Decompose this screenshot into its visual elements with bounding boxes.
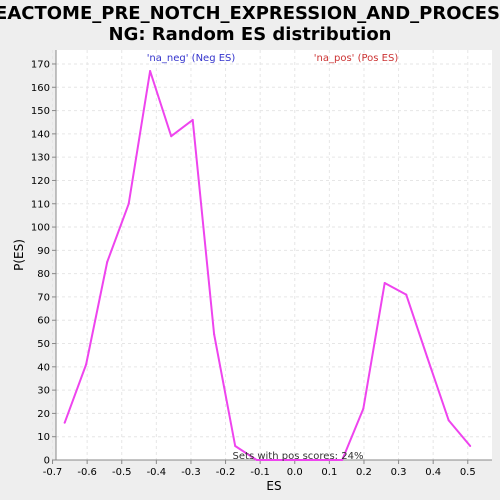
data-point: [362, 407, 365, 410]
x-tick-label: -0.3: [181, 467, 201, 478]
y-tick-label: 40: [37, 362, 50, 373]
x-tick-label: -0.5: [112, 467, 132, 478]
chart-title-line-1: REACTOME_PRE_NOTCH_EXPRESSION_AND_PROCES…: [0, 3, 500, 24]
data-point: [255, 459, 258, 461]
x-tick-label: 0.1: [321, 467, 337, 478]
data-point: [191, 118, 194, 121]
legend-pos-es: 'na_pos' (Pos ES): [314, 53, 399, 64]
grid-layer: [52, 50, 492, 461]
y-tick-label: 170: [31, 59, 50, 70]
y-tick-label: 100: [31, 223, 50, 234]
y-tick-label: 0: [44, 456, 50, 467]
tick-layer: -0.7 -0.6 -0.5 -0.4 -0.3 -0.2 -0.1 0.0 0.1 0.2 0.3…: [31, 59, 476, 478]
y-tick-label: 20: [37, 409, 50, 420]
y-axis-label: P(ES): [12, 239, 26, 271]
y-tick-label: 70: [37, 292, 50, 303]
x-tick-label: 0.3: [391, 467, 407, 478]
data-point: [426, 356, 429, 359]
x-tick-label: -0.1: [250, 467, 270, 478]
y-tick-label: 120: [31, 176, 50, 187]
data-point: [405, 293, 408, 296]
legend-neg-es: 'na_neg' (Neg ES): [147, 53, 236, 64]
x-tick-label: -0.2: [216, 467, 236, 478]
data-point: [106, 260, 109, 263]
pos-scores-annotation: Sets with pos scores: 24%: [233, 451, 364, 462]
plot-area: [56, 50, 492, 460]
y-tick-label: 10: [37, 432, 50, 443]
y-tick-label: 60: [37, 316, 50, 327]
x-axis-label: ES: [266, 479, 281, 493]
y-tick-label: 80: [37, 269, 50, 280]
data-point: [63, 421, 66, 424]
data-point: [234, 445, 237, 448]
y-tick-label: 90: [37, 246, 50, 257]
x-tick-label: 0.5: [460, 467, 476, 478]
data-point: [149, 69, 152, 72]
y-tick-label: 140: [31, 129, 50, 140]
y-tick-label: 150: [31, 106, 50, 117]
x-tick-label: 0.0: [287, 467, 303, 478]
data-point: [85, 363, 88, 366]
x-tick-label: -0.6: [77, 467, 97, 478]
y-tick-label: 50: [37, 339, 50, 350]
y-tick-label: 160: [31, 83, 50, 94]
x-tick-label: -0.7: [43, 467, 63, 478]
data-point: [341, 459, 344, 461]
data-point: [127, 202, 130, 205]
data-point: [447, 419, 450, 422]
data-point: [213, 333, 216, 336]
y-tick-label: 30: [37, 386, 50, 397]
y-tick-label: 110: [31, 199, 50, 210]
data-point: [469, 445, 472, 448]
x-tick-label: -0.4: [147, 467, 167, 478]
series-layer: [63, 69, 472, 461]
data-point: [170, 135, 173, 138]
data-point: [383, 281, 386, 284]
x-tick-label: 0.2: [356, 467, 372, 478]
chart-title-line-2: NG: Random ES distribution: [109, 24, 392, 45]
x-tick-label: 0.4: [425, 467, 441, 478]
y-tick-label: 130: [31, 153, 50, 164]
